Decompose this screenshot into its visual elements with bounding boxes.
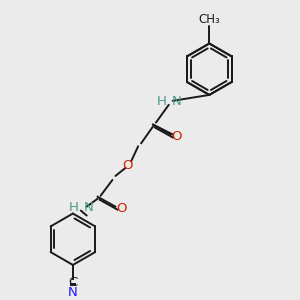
Text: N: N <box>68 286 78 299</box>
Text: O: O <box>171 130 182 143</box>
Text: N: N <box>84 201 94 214</box>
Text: CH₃: CH₃ <box>198 13 220 26</box>
Text: O: O <box>122 159 133 172</box>
Text: H: H <box>69 201 79 214</box>
Text: O: O <box>116 202 127 215</box>
Text: H: H <box>157 95 167 108</box>
Text: C: C <box>68 276 77 289</box>
Text: N: N <box>172 95 182 108</box>
